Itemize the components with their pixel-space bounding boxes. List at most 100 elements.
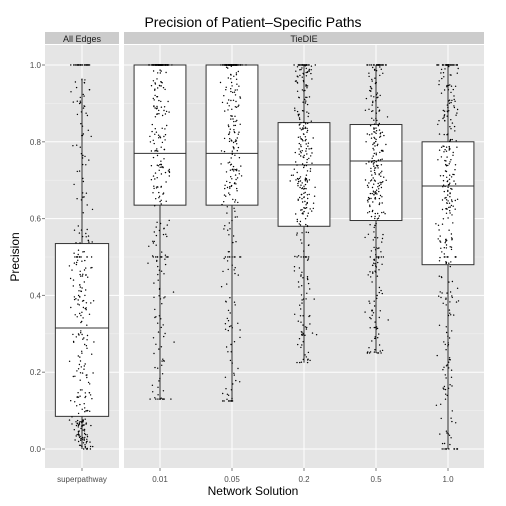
data-point [301,64,304,66]
data-point [226,283,228,285]
data-point [446,292,448,294]
data-point [308,157,310,160]
data-point [78,435,80,437]
data-point [373,160,376,162]
box-1.0 [421,141,475,266]
data-point [231,256,233,258]
data-point [382,233,384,236]
data-point [79,256,81,258]
data-point [371,133,373,135]
data-point [162,358,164,360]
data-point [374,270,376,272]
data-point [437,159,439,161]
data-point [367,201,369,203]
data-point [378,64,380,66]
data-point [368,108,370,111]
data-point [452,151,454,154]
data-point [81,445,83,448]
data-point [446,176,448,178]
data-point [447,186,449,188]
data-point [447,106,449,109]
data-point [440,92,443,94]
data-point [223,95,225,97]
data-point [153,282,155,284]
data-point [371,110,373,113]
data-point [445,160,447,162]
data-point [304,127,306,130]
data-point [81,333,83,336]
data-point [232,91,234,94]
data-point [306,71,309,74]
data-point [231,264,233,266]
data-point [77,294,80,297]
data-point [304,200,306,203]
data-point [85,309,87,311]
data-point [296,256,298,258]
data-point [442,72,445,74]
data-point [73,252,75,254]
data-point [301,242,303,244]
data-point [82,133,85,135]
data-point [75,298,77,300]
data-point [227,351,229,353]
data-point [378,122,380,125]
data-point [236,119,238,122]
data-point [235,72,238,74]
data-point [378,344,381,346]
data-point [378,110,380,112]
data-point [153,240,155,243]
data-point [303,154,305,157]
data-point [168,171,171,174]
data-point [443,116,445,118]
data-point [301,302,303,304]
data-point [445,64,447,66]
data-point [71,416,73,418]
data-point [236,168,238,170]
data-point [365,141,367,143]
data-point [377,167,379,169]
data-point [303,185,305,187]
data-point [376,237,379,239]
data-point [447,200,449,202]
data-point [376,92,379,94]
data-point [375,266,378,268]
data-point [373,123,376,125]
data-point [451,420,453,423]
data-point [225,64,228,66]
data-point [305,328,308,330]
data-point [375,112,377,114]
data-point [165,200,167,202]
data-point [300,68,302,71]
data-point [73,296,76,298]
data-point [368,300,370,302]
data-point [232,99,235,102]
data-point [378,188,380,190]
data-point [302,298,305,300]
data-point [77,253,79,256]
data-point [163,273,165,275]
data-point [436,354,438,357]
data-point [230,88,232,90]
data-point [299,224,302,226]
data-point [377,64,379,66]
data-point [234,267,236,269]
data-point [373,165,375,167]
data-point [234,115,236,118]
data-point [230,400,232,402]
data-point [155,244,157,246]
data-point [232,235,235,237]
data-point [297,255,300,257]
data-point [440,403,442,405]
data-point [303,166,305,169]
data-point [452,173,454,176]
data-point [82,212,85,214]
data-point [237,146,240,149]
data-point [157,386,159,388]
data-point [300,64,302,66]
data-point [308,96,311,98]
data-point [372,201,374,203]
data-point [231,115,233,117]
data-point [448,102,451,104]
data-point [238,173,240,175]
